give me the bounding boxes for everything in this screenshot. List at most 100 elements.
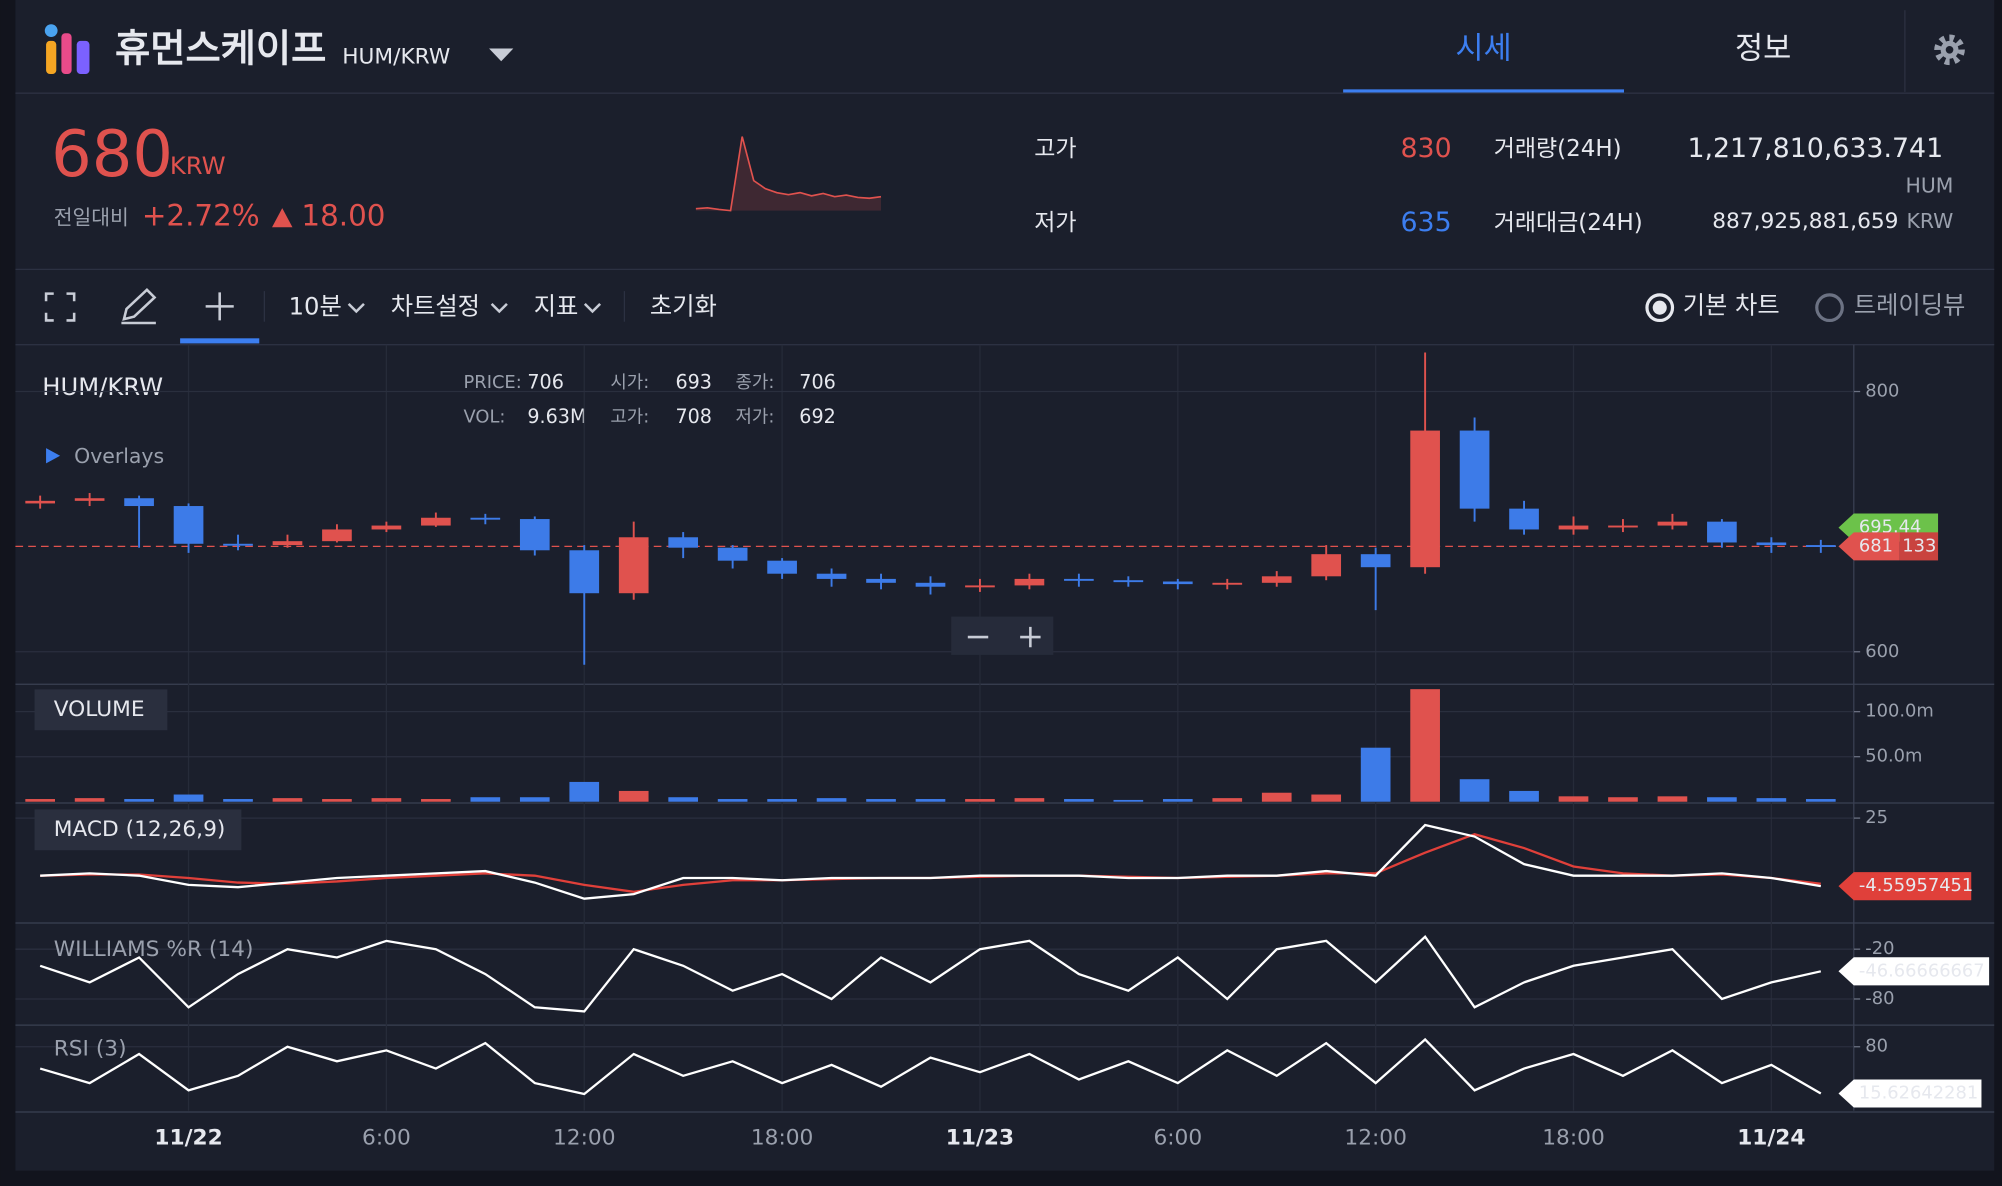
candle-body [1707,521,1737,543]
legend-value: 693 [675,370,712,393]
panel-label: MACD (12,26,9) [54,817,226,842]
radio[interactable] [1815,293,1844,323]
candle-body [965,585,995,588]
fullscreen-icon[interactable] [44,292,76,322]
tab-price[interactable]: 시세 [1455,31,1511,66]
williams-tag: -46.66666667 [1859,960,1985,981]
x-tick-label: 11/23 [946,1126,1014,1151]
candle-body [1014,578,1045,586]
legend-label: 저가: [735,406,774,427]
volume-bar [470,797,501,802]
y-tick-label: 600 [1865,641,1899,662]
volume-bar [1756,798,1787,802]
low-value: 635 [1400,207,1451,238]
y-tick-label: 800 [1865,381,1899,402]
legend-value: 708 [675,405,712,428]
y-tick-label: -80 [1865,988,1894,1009]
candle-body [866,578,896,583]
volume-bar [272,798,303,802]
overlays[interactable]: Overlays [74,444,164,468]
panel [15,0,1995,1171]
panel-label: RSI (3) [54,1036,127,1061]
radio-dot [1652,300,1667,315]
candle-body [1064,578,1094,581]
price-tag-bg [1838,532,1900,561]
value-value: 887,925,881,659 [1712,209,1898,234]
candle-body [668,537,699,548]
settings-gear[interactable] [1934,34,1965,66]
volume-bar [1459,779,1490,802]
volume-bar [1113,799,1144,802]
dropdown[interactable] [489,48,514,62]
candle-body [1113,580,1144,583]
tab-info[interactable]: 정보 [1735,31,1791,66]
candle-body [223,543,253,546]
candle-body [1410,430,1440,568]
rsi-line [39,1037,1822,1096]
candle-body [1459,430,1490,509]
candle-body [717,547,748,561]
candle-body [1608,525,1638,528]
macd-tag: -4.55957451 [1859,875,1973,896]
candle-body [1657,521,1688,526]
chart-settings[interactable]: 차트설정 [391,292,480,321]
panel-label-bg [34,809,242,851]
reset[interactable]: 초기화 [650,292,717,321]
chevron [490,302,508,314]
overlays-toggle[interactable] [46,448,61,464]
volume-bar [173,794,204,802]
change-pct: +2.72% [142,199,260,233]
sparkline-area [695,136,881,211]
volume-bar [1014,798,1045,802]
volume-bar [421,799,451,802]
williams-line [39,935,1822,1013]
current-price: 680 [51,118,173,192]
volume-bar [1064,799,1094,802]
candle-body [816,573,847,579]
volume-bar [124,799,154,802]
volume-bar [717,799,748,802]
y-tick-label: 100.0m [1865,701,1934,722]
y-tick-label: 80 [1865,1036,1888,1057]
legend-label: 종가: [735,372,774,393]
high-label: 고가 [1034,136,1076,162]
mode-tradingview[interactable]: 트레이딩뷰 [1854,290,1966,319]
candle-body [371,525,402,530]
y-tick-label: -20 [1865,938,1894,959]
volume-bar [1410,689,1440,802]
interval-select[interactable]: 10분 [289,292,342,321]
draw-icon[interactable] [121,288,157,325]
x-tick-label: 18:00 [1542,1126,1605,1151]
chevron [347,302,365,314]
volume-bar [1509,790,1539,802]
radio-checked[interactable] [1645,293,1675,323]
indicators[interactable]: 지표 [534,292,579,321]
crosshair-icon[interactable] [205,292,234,321]
x-tick-label: 12:00 [1344,1126,1407,1151]
volume-bar [767,799,797,802]
volume-unit: HUM [1905,173,1953,197]
volume-bar [1360,747,1391,802]
zoom-in[interactable] [1020,626,1041,648]
volume-bar [1558,796,1589,802]
candle-body [74,498,105,501]
volume-bar [915,799,946,802]
value-unit: KRW [1906,209,1953,233]
volume-bar [668,797,699,802]
volume-bar [1805,799,1836,802]
candle-body [569,550,600,594]
tool-underline [180,338,260,344]
change-abs: 18.00 [301,199,385,233]
macd-line [40,823,1822,900]
volume-bar [965,799,995,802]
candle-body [519,519,550,551]
williams-tag-bg [1838,957,1990,986]
candle-body [1212,582,1243,585]
mode-basic[interactable]: 기본 차트 [1683,290,1780,319]
y-tick-label: 50.0m [1865,746,1922,767]
candle-body [1805,545,1836,547]
sparkline [695,136,882,212]
chart: 11/22 6:00 12:00 18:00 11/23 6:00 12:00 18:00 11… [15,344,1995,1151]
legend-label: 시가: [610,372,649,393]
